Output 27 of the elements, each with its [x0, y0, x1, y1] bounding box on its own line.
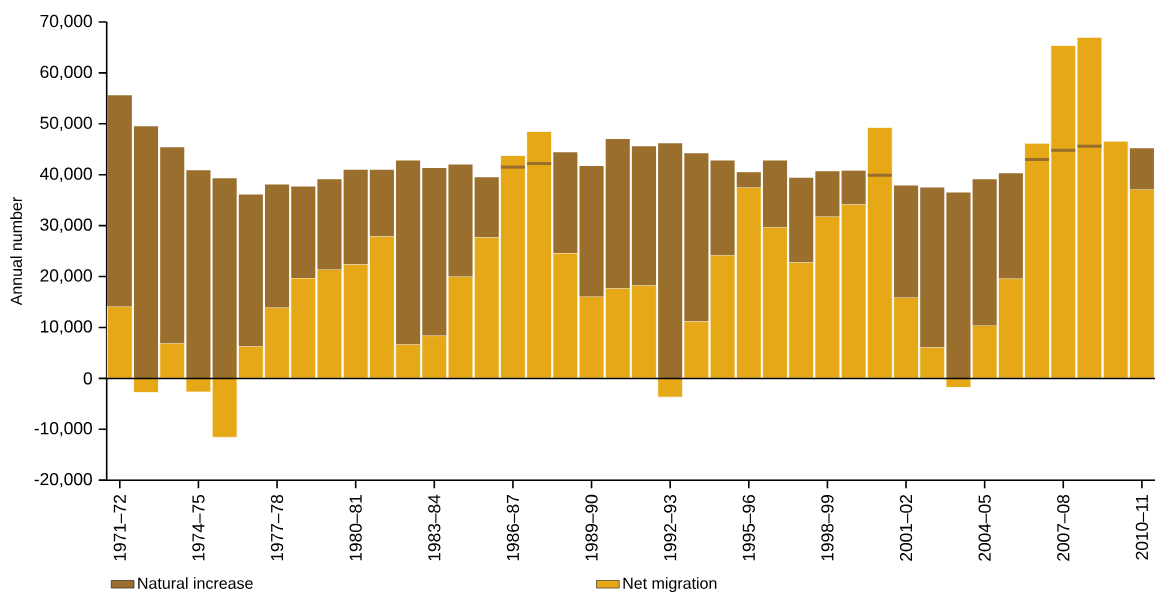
- x-tick-label: 1977–78: [270, 494, 284, 561]
- y-tick-label: 0: [83, 372, 92, 385]
- y-tick-label: 60,000: [40, 65, 92, 80]
- y-tick-label: -10,000: [34, 421, 92, 437]
- x-tick-label: 1983–84: [428, 494, 441, 561]
- y-tick-label: 10,000: [40, 320, 92, 335]
- y-axis-title: Annual number: [10, 197, 23, 306]
- x-tick-label: 2001–02: [899, 495, 913, 561]
- x-tick-label: 2007–08: [1057, 494, 1070, 561]
- legend-label: Net migration: [623, 577, 717, 593]
- y-tick-label: 70,000: [40, 14, 92, 30]
- y-tick-label: 20,000: [40, 269, 92, 284]
- x-tick-label: 1971–72: [113, 495, 126, 561]
- x-tick-label: 1986–87: [506, 495, 520, 561]
- y-tick-label: 50,000: [40, 116, 92, 131]
- x-tick-label: 2004–05: [978, 494, 991, 561]
- x-tick-label: 1998–99: [821, 494, 834, 561]
- y-tick-label: 40,000: [40, 167, 92, 182]
- x-tick-label: 1989–90: [585, 494, 598, 561]
- x-tick-label: 2010–11: [1135, 494, 1149, 560]
- legend-label: Natural increase: [138, 577, 253, 589]
- y-tick-label: 30,000: [40, 218, 92, 233]
- x-tick-label: 1995–96: [742, 494, 755, 561]
- x-tick-label: 1992–93: [664, 494, 677, 561]
- x-tick-label: 1980–81: [349, 494, 362, 561]
- y-tick-label: -20,000: [34, 472, 92, 488]
- x-tick-label: 1974–75: [192, 494, 205, 561]
